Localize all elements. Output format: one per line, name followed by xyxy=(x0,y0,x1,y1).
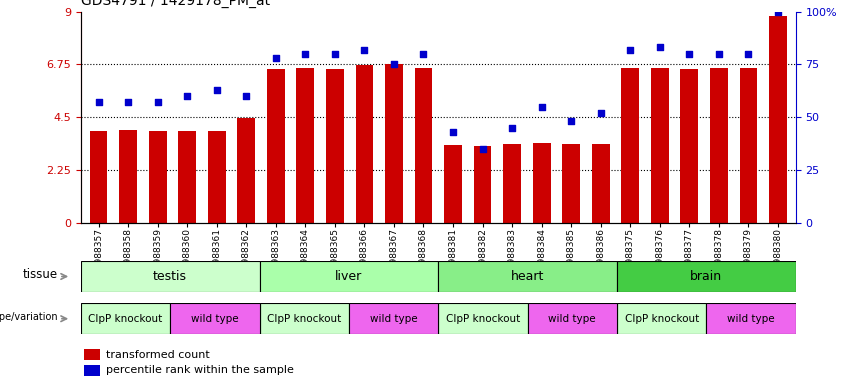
Bar xyxy=(260,303,349,334)
Point xyxy=(446,129,460,135)
Point xyxy=(624,46,637,53)
Point xyxy=(122,99,135,106)
Bar xyxy=(651,68,669,223)
Point xyxy=(299,51,312,57)
Bar xyxy=(208,131,226,223)
Text: transformed count: transformed count xyxy=(106,349,209,359)
Bar xyxy=(710,68,728,223)
Bar xyxy=(533,143,551,223)
Point xyxy=(505,124,519,131)
Bar xyxy=(149,131,167,223)
Bar xyxy=(386,64,403,223)
Text: wild type: wild type xyxy=(370,314,417,324)
Bar xyxy=(89,131,107,223)
Bar xyxy=(349,303,438,334)
Bar xyxy=(438,261,617,292)
Bar xyxy=(438,303,528,334)
Point xyxy=(180,93,194,99)
Text: ClpP knockout: ClpP knockout xyxy=(267,314,341,324)
Bar xyxy=(84,365,100,376)
Bar xyxy=(444,145,462,223)
Text: ClpP knockout: ClpP knockout xyxy=(446,314,520,324)
Point xyxy=(210,87,224,93)
Point xyxy=(653,44,666,50)
Bar xyxy=(563,144,580,223)
Point xyxy=(683,51,696,57)
Text: ClpP knockout: ClpP knockout xyxy=(89,314,163,324)
Text: percentile rank within the sample: percentile rank within the sample xyxy=(106,366,294,376)
Bar xyxy=(414,68,432,223)
Text: testis: testis xyxy=(153,270,187,283)
Bar xyxy=(170,303,260,334)
Text: wild type: wild type xyxy=(728,314,774,324)
Point xyxy=(741,51,755,57)
Bar xyxy=(119,130,137,223)
Text: wild type: wild type xyxy=(549,314,596,324)
Point xyxy=(92,99,106,106)
Bar xyxy=(528,303,617,334)
Bar xyxy=(591,144,609,223)
Bar xyxy=(84,349,100,360)
Bar xyxy=(621,68,639,223)
Bar xyxy=(740,68,757,223)
Point xyxy=(328,51,342,57)
Text: genotype/variation: genotype/variation xyxy=(0,312,58,322)
Text: ClpP knockout: ClpP knockout xyxy=(625,314,699,324)
Point xyxy=(417,51,431,57)
Bar xyxy=(179,131,196,223)
Text: tissue: tissue xyxy=(23,268,58,281)
Bar xyxy=(326,69,344,223)
Point xyxy=(594,110,608,116)
Point xyxy=(151,99,164,106)
Point xyxy=(269,55,283,61)
Bar xyxy=(356,66,374,223)
Text: GDS4791 / 1429178_PM_at: GDS4791 / 1429178_PM_at xyxy=(81,0,270,8)
Bar xyxy=(260,261,438,292)
Bar xyxy=(503,144,521,223)
Text: brain: brain xyxy=(690,270,722,283)
Bar xyxy=(296,68,314,223)
Point xyxy=(564,118,578,124)
Text: liver: liver xyxy=(335,270,363,283)
Point xyxy=(476,146,489,152)
Bar xyxy=(474,146,491,223)
Text: wild type: wild type xyxy=(191,314,238,324)
Bar xyxy=(81,261,260,292)
Point xyxy=(387,61,401,68)
Bar xyxy=(617,303,706,334)
Point xyxy=(771,8,785,15)
Bar xyxy=(769,16,787,223)
Bar xyxy=(237,118,255,223)
Point xyxy=(357,46,371,53)
Point xyxy=(239,93,253,99)
Bar xyxy=(706,303,796,334)
Text: heart: heart xyxy=(511,270,545,283)
Point xyxy=(712,51,726,57)
Bar xyxy=(681,69,698,223)
Point xyxy=(534,104,548,110)
Bar xyxy=(617,261,796,292)
Bar xyxy=(267,69,285,223)
Bar xyxy=(81,303,170,334)
